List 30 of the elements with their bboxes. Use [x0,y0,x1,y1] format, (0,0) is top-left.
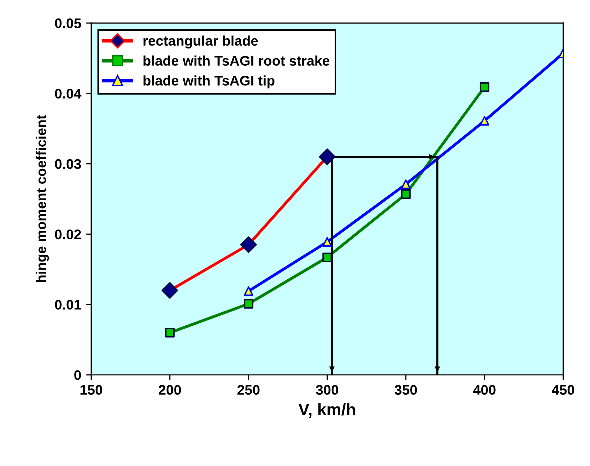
y-tick-label: 0.04 [55,89,82,99]
point [319,148,336,166]
y-tick-label: 0.02 [55,230,82,240]
x-axis-title: V, km/h [298,403,356,418]
x-tick-label: 300 [316,385,338,396]
legend-label: blade with TsAGI root strake [144,56,330,66]
point [480,116,490,126]
point [162,282,178,299]
point [322,252,332,262]
y-tick-label: 0 [74,370,82,380]
x-tick-label: 350 [394,385,418,396]
x-tick-label: 250 [238,385,260,396]
point [244,286,254,296]
x-tick-label: 400 [473,385,496,396]
x-tick-label: 200 [159,385,182,396]
point [401,189,411,200]
x-tick-label: 150 [80,385,102,396]
y-axis-title: hinge moment coefficient [36,115,50,282]
y-tick-label: 0.03 [55,159,82,170]
legend-label: blade with TsAGI tip [144,76,275,89]
point [401,180,411,190]
y-tick-label: 0.01 [55,300,82,310]
point [165,328,175,338]
point [240,236,258,254]
legend-label: rectangular blade [144,36,258,49]
y-tick-label: 0.05 [55,18,82,28]
x-tick-label: 450 [552,385,574,396]
point [322,237,332,247]
point [480,82,490,92]
point [244,299,254,309]
